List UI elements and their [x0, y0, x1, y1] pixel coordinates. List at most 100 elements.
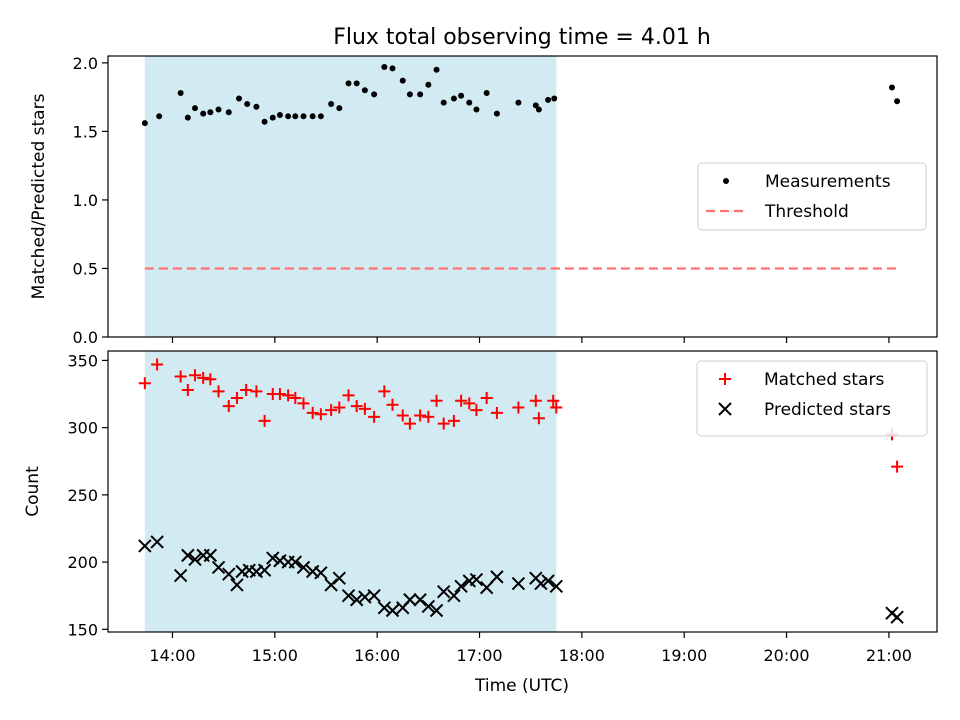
- matched-star-point: [403, 417, 416, 430]
- legend-label: Predicted stars: [764, 400, 891, 420]
- measurement-point: [253, 103, 260, 110]
- matched-star-point: [414, 409, 427, 422]
- matched-star-point: [547, 394, 560, 407]
- matched-star-point: [240, 383, 253, 396]
- measurement-point: [191, 105, 198, 112]
- matched-star-point: [222, 400, 235, 413]
- measurement-point: [300, 113, 307, 120]
- legend-marker-dot: [723, 178, 729, 184]
- x-tick-label: 14:00: [149, 646, 195, 665]
- matched-star-point: [490, 406, 503, 419]
- predicted-star-point: [257, 563, 272, 577]
- predicted-star-point: [447, 588, 461, 603]
- x-tick-label: 15:00: [252, 646, 298, 665]
- matched-star-point: [314, 408, 327, 421]
- axes-frame: [107, 350, 938, 633]
- measurement-point: [156, 113, 163, 120]
- matched-star-point: [550, 401, 563, 414]
- measurement-point: [276, 111, 283, 118]
- predicted-star-point: [413, 593, 427, 607]
- measurement-point: [353, 80, 360, 87]
- matched-star-point: [151, 358, 164, 371]
- matched-star-point: [529, 394, 542, 407]
- predicted-star-point: [421, 599, 436, 614]
- y-tick-label: 350: [67, 351, 98, 370]
- y-tick-label: 1.0: [73, 191, 98, 210]
- series-matched-stars: [138, 358, 904, 473]
- matched-star-point: [463, 397, 476, 410]
- legend-label: Measurements: [765, 172, 891, 192]
- predicted-star-point: [288, 555, 303, 569]
- measurement-point: [493, 110, 500, 117]
- measurement-point: [440, 99, 447, 106]
- measurement-point: [225, 109, 232, 116]
- predicted-star-point: [138, 539, 152, 553]
- predicted-star-point: [188, 552, 202, 567]
- measurement-point: [336, 105, 343, 112]
- matched-star-point: [512, 401, 525, 414]
- bottom-panel: 150 200 250 300 350 14:00 15:00 16:00 17:00 18:00…: [23, 350, 938, 665]
- y-tick-label: 0.5: [73, 259, 98, 278]
- matched-star-point: [368, 410, 381, 423]
- measurement-point: [515, 99, 522, 106]
- series-predicted-stars: [138, 535, 904, 624]
- measurement-point: [215, 106, 222, 113]
- measurement-point: [545, 96, 552, 103]
- legend: Matched stars Predicted stars: [696, 360, 928, 437]
- matched-star-point: [891, 460, 904, 473]
- measurement-point: [261, 118, 268, 125]
- matched-star-point: [204, 373, 217, 386]
- matched-star-point: [447, 414, 460, 427]
- x-tick-label: 20:00: [763, 646, 809, 665]
- legend-label: Threshold: [764, 202, 849, 222]
- predicted-star-point: [266, 551, 280, 565]
- measurement-point: [483, 90, 490, 97]
- predicted-star-point: [203, 548, 218, 563]
- matched-star-point: [273, 388, 286, 401]
- predicted-star-point: [436, 584, 451, 599]
- legend-frame: [696, 360, 928, 437]
- predicted-star-point: [429, 603, 444, 618]
- matched-star-point: [342, 389, 355, 402]
- measurement-point: [361, 87, 368, 94]
- predicted-star-point: [150, 535, 164, 549]
- predicted-star-point: [222, 567, 236, 581]
- measurement-point: [406, 91, 413, 98]
- matched-star-point: [181, 383, 194, 396]
- matched-star-point: [325, 404, 338, 417]
- matched-star-point: [289, 392, 302, 405]
- measurement-point: [399, 77, 406, 84]
- predicted-star-point: [511, 576, 526, 591]
- axes-frame: [107, 55, 938, 338]
- measurement-point: [381, 63, 388, 70]
- matched-star-point: [306, 406, 319, 419]
- measurement-point: [345, 80, 352, 87]
- measurement-point: [200, 110, 207, 117]
- matched-star-point: [282, 389, 295, 402]
- predicted-star-point: [230, 578, 244, 592]
- predicted-star-point: [377, 601, 392, 615]
- predicted-star-point: [490, 570, 504, 584]
- measurement-point: [473, 106, 480, 113]
- matched-star-point: [258, 414, 271, 427]
- predicted-star-point: [534, 576, 548, 591]
- predicted-star-point: [296, 560, 311, 575]
- matched-star-point: [358, 402, 371, 415]
- y-tick-label: 0.0: [73, 328, 98, 347]
- predicted-star-point: [403, 593, 417, 607]
- measurement-point: [309, 113, 316, 120]
- y-tick-label: 2.0: [73, 54, 98, 73]
- measurement-point: [450, 95, 457, 102]
- matched-star-point: [430, 394, 443, 407]
- legend-marker-plus: [719, 373, 731, 385]
- measurement-point: [458, 92, 465, 99]
- measurement-point: [184, 114, 191, 121]
- matched-star-point: [297, 397, 310, 410]
- matched-star-point: [386, 398, 399, 411]
- measurement-point: [371, 91, 378, 98]
- predicted-star-point: [341, 588, 356, 603]
- predicted-star-point: [324, 578, 338, 592]
- measurement-point: [236, 95, 243, 102]
- top-panel: 0.0 0.5 1.0 1.5 2.0 Matched/Predicted stars Me…: [29, 54, 938, 347]
